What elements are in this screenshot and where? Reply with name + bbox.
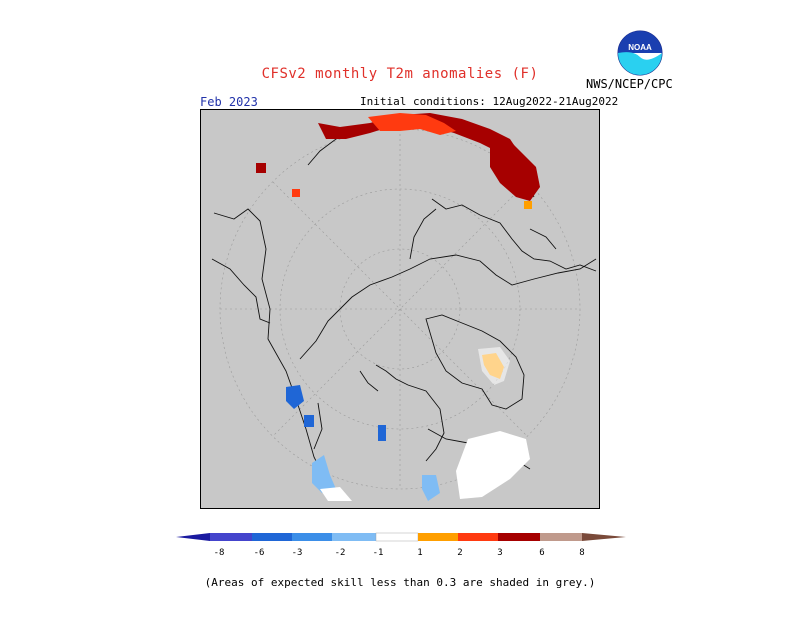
colorbar-high-arrow (582, 533, 626, 541)
region-north-africa-weak-cool (422, 475, 440, 501)
region-southwest-neutral (320, 487, 352, 501)
colorbar-tick: 2 (457, 548, 462, 558)
region-west-coast-cool (304, 415, 314, 427)
initial-conditions: Initial conditions: 12Aug2022-21Aug2022 (360, 95, 619, 108)
region-japan-moderate (524, 201, 532, 209)
colorbar-tick: 8 (579, 548, 584, 558)
colorbar-tick: -3 (292, 548, 303, 558)
colorbar-bin-9 (540, 533, 582, 541)
region-northern-pacific-warm (318, 113, 518, 153)
polar-map (200, 109, 600, 509)
region-plains-cool (378, 425, 386, 441)
region-aleutian-warm (256, 163, 266, 173)
colorbar-tick: -2 (335, 548, 346, 558)
region-southwest-us-weak-cool (312, 455, 336, 493)
colorbar-bin-3 (292, 533, 332, 541)
region-pacific-moderate (292, 189, 300, 197)
agency-label: NWS/NCEP/CPC (586, 77, 673, 91)
region-kamchatka-warm (490, 139, 540, 201)
colorbar-bin-5 (375, 532, 419, 542)
graticule (219, 128, 581, 490)
colorbar-tick: 6 (539, 548, 544, 558)
region-northern-pacific-moderate (368, 113, 456, 135)
colorbar-tick: -6 (254, 548, 265, 558)
colorbar-bin-4 (332, 533, 376, 541)
valid-month: Feb 2023 (200, 95, 258, 109)
colorbar-bin-1 (210, 533, 252, 541)
region-north-africa-neutral (456, 431, 530, 499)
colorbar-tick: 3 (497, 548, 502, 558)
skill-footnote: (Areas of expected skill less than 0.3 a… (204, 576, 596, 589)
colorbar-low-arrow (176, 533, 210, 541)
colorbar-bin-8 (498, 533, 540, 541)
colorbar: -8 -6 -3 -2 -1 1 2 3 6 8 (176, 532, 626, 558)
colorbar-tick: -1 (373, 548, 384, 558)
map-title: CFSv2 monthly T2m anomalies (F) (261, 66, 539, 82)
noaa-logo-text: NOAA (628, 43, 652, 52)
noaa-logo: NOAA (617, 30, 663, 76)
region-europe-neutral (478, 347, 510, 385)
colorbar-bin-2 (252, 533, 292, 541)
colorbar-bin-6 (418, 533, 458, 541)
colorbar-bin-7 (458, 533, 498, 541)
colorbar-tick: 1 (417, 548, 422, 558)
region-west-north-america-cool (286, 385, 304, 409)
colorbar-tick: -8 (214, 548, 225, 558)
anomaly-fields (256, 113, 540, 501)
